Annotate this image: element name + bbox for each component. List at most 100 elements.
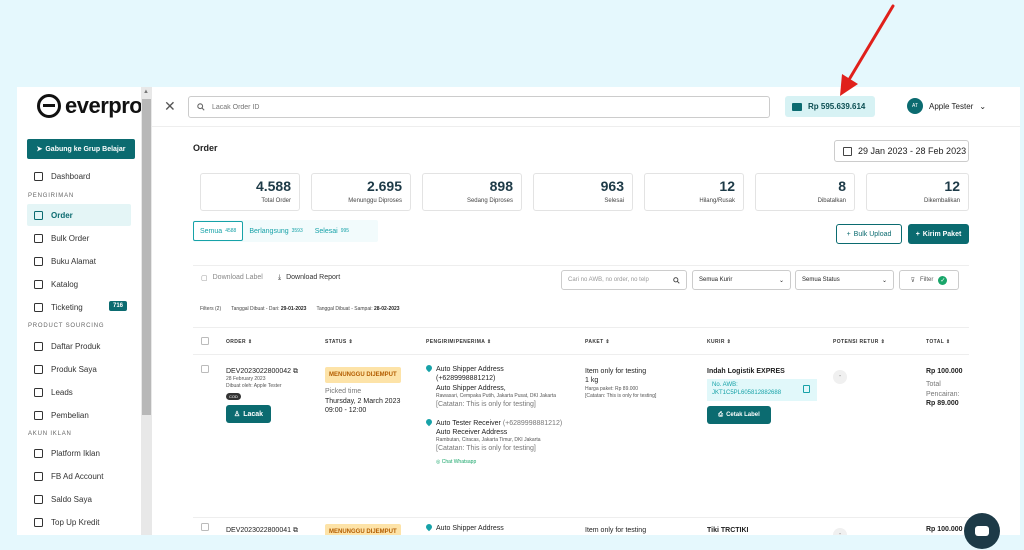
chat-whatsapp-link[interactable]: ◎ Chat Whatsapp — [426, 459, 576, 466]
balance-chip[interactable]: Rp 595.639.614 — [785, 96, 875, 117]
sidebar-item-daftar-produk[interactable]: Daftar Produk — [27, 335, 131, 357]
sidebar-item-produk-saya[interactable]: Produk Saya — [27, 358, 131, 380]
sidebar-item-platform-iklan[interactable]: Platform Iklan — [27, 442, 131, 464]
chat-support-button[interactable] — [964, 513, 1000, 549]
tab-selesai[interactable]: Selesai 995 — [309, 221, 355, 241]
copy-icon[interactable]: ⧉ — [292, 527, 298, 534]
row-checkbox[interactable] — [201, 523, 209, 531]
sidebar-item-bulk-order[interactable]: Bulk Order — [27, 227, 131, 249]
sidebar-item-leads[interactable]: Leads — [27, 381, 131, 403]
filter-button[interactable]: ⊽ Filter ✓ — [899, 270, 959, 290]
stat-selesai[interactable]: 963 Selesai — [533, 173, 633, 211]
sidebar-item-buku-alamat[interactable]: Buku Alamat — [27, 250, 131, 272]
printer-icon: ⎙ — [718, 411, 724, 418]
sidebar-item-label: FB Ad Account — [51, 471, 104, 481]
date-range-picker[interactable]: 29 Jan 2023 - 28 Feb 2023 — [834, 140, 969, 162]
sidebar-item-top-up-kredit[interactable]: Top Up Kredit — [27, 511, 131, 533]
calendar-icon — [843, 146, 852, 156]
sender-address: Rawasari, Cempaka Putih, Jakarta Pusat, … — [436, 393, 557, 400]
stat-sedang-diproses[interactable]: 898 Sedang Diproses — [422, 173, 522, 211]
lacak-button[interactable]: ♙ Lacak — [226, 405, 271, 424]
scroll-up-icon[interactable]: ▲ — [143, 89, 149, 95]
courier-name: Indah Logistik EXPRES — [707, 368, 785, 375]
column-status[interactable]: STATUS ⇕ — [325, 339, 353, 345]
sidebar-item-katalog[interactable]: Katalog — [27, 273, 131, 295]
column-kurir[interactable]: KURIR ⇕ — [707, 339, 731, 345]
close-icon[interactable]: ✕ — [164, 98, 176, 114]
column-pengirim[interactable]: PENGIRIM/PENERIMA ⇕ — [426, 339, 492, 345]
sidebar-item-ticketing[interactable]: Ticketing 716 — [27, 296, 131, 318]
receiver-address: Rambutan, Ciracas, Jakarta Timur, DKI Ja… — [436, 437, 541, 444]
sort-icon: ⇕ — [726, 339, 732, 345]
retur-cell: - — [833, 370, 847, 384]
status-select[interactable]: Semua Status ⌄ — [795, 270, 894, 290]
sort-icon: ⇕ — [945, 339, 951, 345]
sidebar-item-pembelian[interactable]: Pembelian — [27, 404, 131, 426]
filter-chip-to[interactable]: Tanggal Dibuat - Sampai: 28-02-2023 — [316, 306, 399, 312]
column-potensi-retur[interactable]: POTENSI RETUR ⇕ — [833, 339, 885, 345]
filter-chip-from[interactable]: Tanggal Dibuat - Dari: 29-01-2023 — [231, 306, 306, 312]
retur-indicator: - — [833, 528, 847, 535]
catalog-icon — [34, 279, 43, 289]
stat-dibatalkan[interactable]: 8 Dibatalkan — [755, 173, 855, 211]
tab-berlangsung[interactable]: Berlangsung 3593 — [243, 221, 308, 241]
logo-icon — [37, 94, 61, 118]
stat-dikembalikan[interactable]: 12 Dikembalikan — [866, 173, 969, 211]
table-header: ORDER ⇕ STATUS ⇕ PENGIRIM/PENERIMA ⇕ PAK… — [193, 327, 969, 355]
cetak-label-button[interactable]: ⎙ Cetak Label — [707, 406, 771, 425]
location-pin-icon — [424, 363, 434, 373]
scrollbar-thumb[interactable] — [142, 99, 151, 415]
sidebar-item-saldo-saya[interactable]: Saldo Saya — [27, 488, 131, 510]
credit-card-icon — [34, 517, 43, 527]
copy-icon[interactable]: ⧉ — [292, 368, 298, 375]
main-content: Order 29 Jan 2023 - 28 Feb 2023 4.588 To… — [152, 127, 1020, 535]
courier-select[interactable]: Semua Kurir ⌄ — [692, 270, 791, 290]
column-total[interactable]: TOTAL ⇕ — [926, 339, 951, 345]
stat-hilang-rusak[interactable]: 12 Hilang/Rusak — [644, 173, 744, 211]
download-report-button[interactable]: ⤓ Download Report — [278, 274, 340, 282]
tab-label: Selesai — [314, 227, 338, 235]
copy-icon[interactable] — [803, 385, 810, 394]
column-order[interactable]: ORDER ⇕ — [226, 339, 252, 345]
order-date: 28 February 2023 — [226, 376, 266, 383]
awb-number: JKT1C5PL605812882688 — [712, 390, 782, 397]
receiver-name: Auto Receiver Address — [436, 428, 508, 436]
stat-label: Hilang/Rusak — [699, 198, 735, 204]
bulk-upload-button[interactable]: + Bulk Upload — [836, 224, 902, 244]
download-label-button[interactable]: ▢ Download Label — [201, 274, 263, 282]
stat-label: Menunggu Diproses — [348, 198, 402, 204]
column-paket[interactable]: PAKET ⇕ — [585, 339, 610, 345]
sidebar-item-dashboard[interactable]: Dashboard — [27, 165, 131, 187]
kirim-paket-button[interactable]: + Kirim Paket — [908, 224, 969, 244]
sidebar-scrollbar[interactable]: ▲ — [141, 87, 152, 535]
user-menu[interactable]: AT Apple Tester ⌄ — [907, 98, 986, 114]
whatsapp-icon: ◎ — [436, 458, 441, 465]
order-search-input[interactable] — [212, 103, 712, 111]
filter-label: Filter — [920, 277, 934, 283]
tab-semua[interactable]: Semua 4588 — [193, 221, 244, 241]
sender-receiver-cell: Auto Shipper Address (+6289998881212) Au… — [424, 363, 576, 466]
package-note: [Catatan: This is only for testing] — [585, 392, 657, 399]
order-search[interactable] — [188, 96, 770, 118]
courier-name: Tiki TRCTIKI — [707, 527, 749, 534]
download-icon: ⤓ — [278, 274, 282, 281]
order-id: DEV2023022800042 ⧉ — [226, 367, 321, 376]
sidebar-item-fb-ad-account[interactable]: FB Ad Account — [27, 465, 131, 487]
chevron-down-icon: ⌄ — [881, 277, 887, 284]
awb-search-input[interactable]: Cari no AWB, no order, no telp — [561, 270, 687, 290]
plus-icon: + — [915, 230, 920, 238]
logo[interactable]: everpro — [37, 93, 143, 119]
user-name: Apple Tester — [929, 101, 974, 111]
row-checkbox[interactable] — [201, 365, 209, 373]
stat-total-order[interactable]: 4.588 Total Order — [200, 173, 300, 211]
filters-count: Filters (2) — [200, 306, 222, 312]
sidebar-item-order[interactable]: Order — [27, 204, 131, 226]
tab-count: 995 — [340, 228, 350, 234]
sidebar-item-label: Platform Iklan — [51, 448, 100, 458]
join-group-button[interactable]: ➤ Gabung ke Grup Belajar — [27, 139, 135, 159]
chat-whatsapp-label: Chat Whatsapp — [441, 458, 477, 465]
page-title: Order — [193, 143, 218, 153]
tab-count: 3593 — [291, 228, 303, 234]
stat-menunggu-diproses[interactable]: 2.695 Menunggu Diproses — [311, 173, 411, 211]
select-all-checkbox[interactable] — [201, 337, 209, 345]
